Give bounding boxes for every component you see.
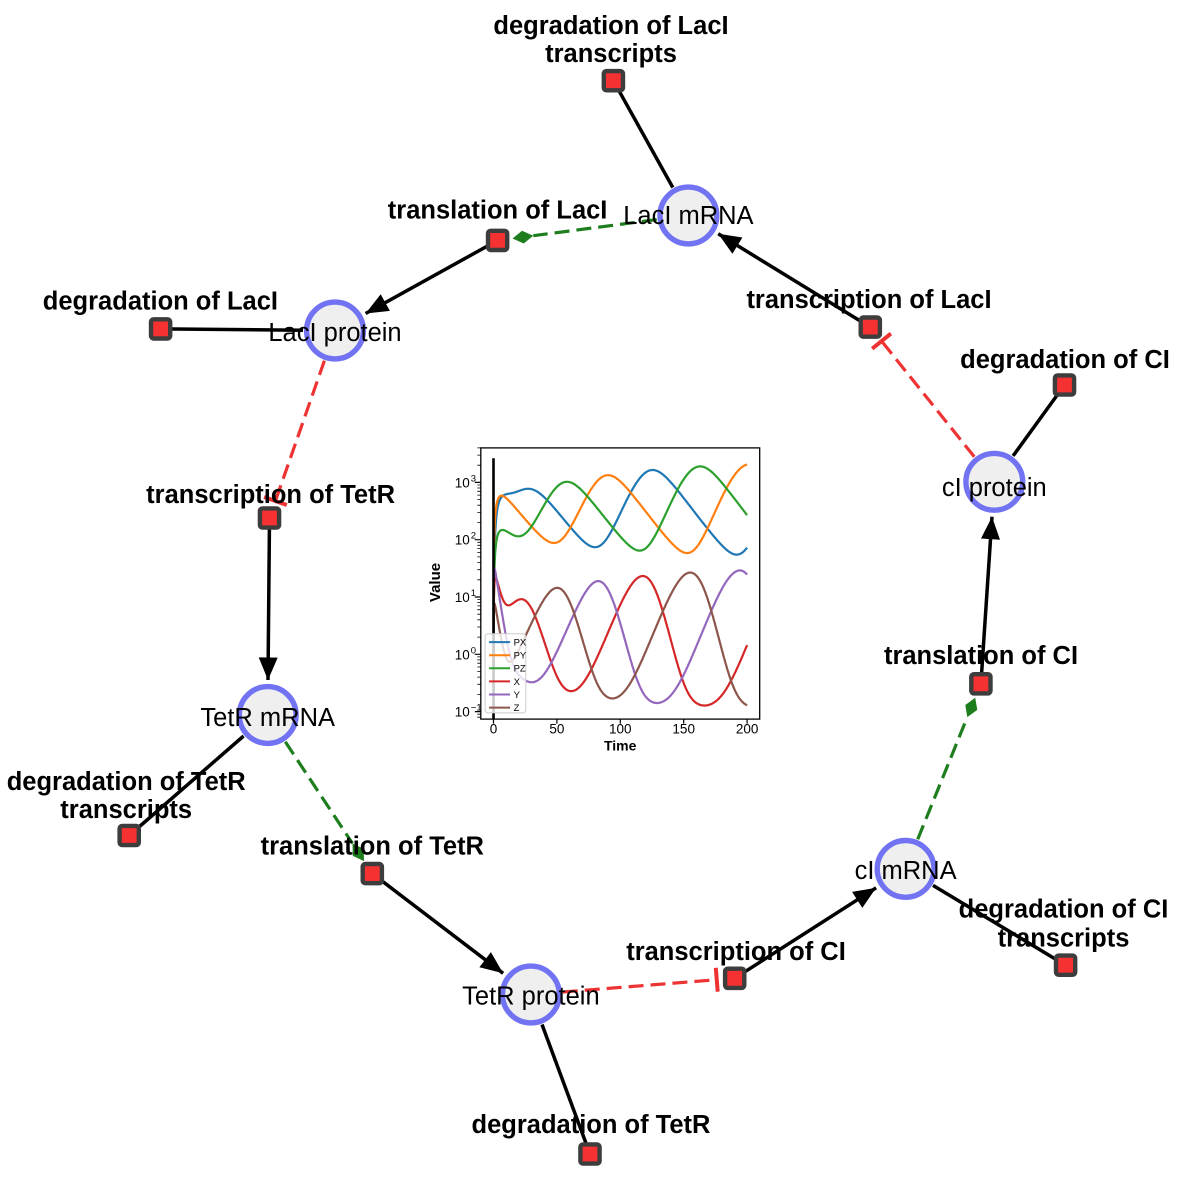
svg-text:cI mRNA: cI mRNA [855,857,957,885]
svg-text:10: 10 [455,590,470,605]
svg-text:degradation of CI: degradation of CI [960,346,1170,374]
svg-text:degradation of LacI: degradation of LacI [43,287,278,315]
svg-text:Y: Y [514,690,521,701]
svg-text:transcription of TetR: transcription of TetR [146,481,395,509]
svg-text:10: 10 [455,475,470,490]
svg-text:translation of TetR: translation of TetR [261,833,484,861]
svg-text:10: 10 [455,705,470,720]
svg-text:200: 200 [736,721,759,736]
svg-text:transcription of LacI: transcription of LacI [746,286,991,314]
svg-text:PY: PY [514,651,527,662]
svg-text:TetR mRNA: TetR mRNA [200,704,335,732]
svg-text:transcripts: transcripts [60,796,192,824]
svg-text:transcripts: transcripts [998,924,1130,952]
svg-text:LacI protein: LacI protein [268,319,401,347]
svg-text:transcription of CI: transcription of CI [626,938,846,966]
svg-text:Time: Time [604,738,637,754]
svg-text:Value: Value [427,563,444,602]
svg-text:degradation of CI: degradation of CI [959,896,1169,924]
svg-text:cI protein: cI protein [942,474,1047,502]
svg-text:PX: PX [514,638,527,649]
svg-text:LacI mRNA: LacI mRNA [623,202,753,230]
svg-text:translation of LacI: translation of LacI [388,197,608,225]
svg-text:PZ: PZ [514,664,526,675]
svg-text:degradation of TetR: degradation of TetR [7,768,246,796]
svg-text:transcripts: transcripts [545,40,677,68]
svg-text:0: 0 [471,645,476,656]
svg-text:50: 50 [549,721,564,736]
svg-text:150: 150 [672,721,695,736]
svg-text:10: 10 [455,647,470,662]
svg-text:X: X [514,677,521,688]
svg-text:1: 1 [471,588,476,599]
svg-text:TetR protein: TetR protein [462,982,600,1010]
svg-text:Z: Z [514,703,520,714]
svg-text:2: 2 [471,531,476,542]
svg-text:translation of CI: translation of CI [884,642,1078,670]
svg-text:0: 0 [490,721,498,736]
svg-text:3: 3 [471,473,476,484]
svg-text:degradation of LacI: degradation of LacI [493,12,728,40]
svg-text:degradation of TetR: degradation of TetR [472,1111,711,1139]
svg-text:−1: −1 [471,703,482,714]
svg-text:10: 10 [455,533,470,548]
svg-text:100: 100 [609,721,632,736]
